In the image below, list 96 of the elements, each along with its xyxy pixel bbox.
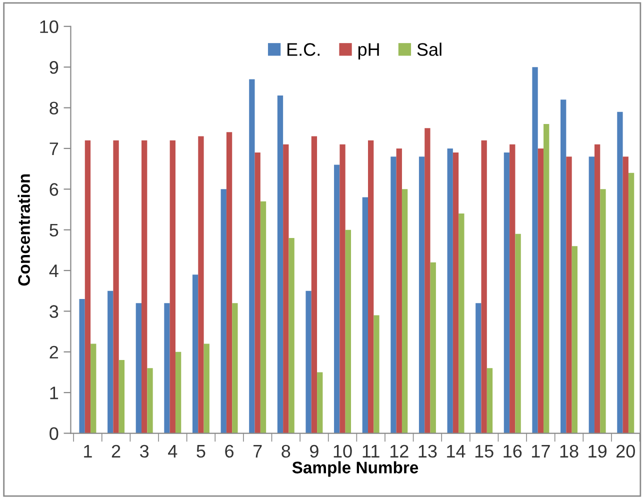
bar [481,140,487,434]
bar [396,148,402,434]
bar [510,144,516,434]
bar [486,368,493,434]
legend-label: Sal [417,42,442,56]
bar [311,136,318,434]
y-tick-label: 2 [50,346,58,358]
bar [198,136,204,434]
bar [628,172,634,434]
x-tick-label: 14 [447,445,466,458]
y-tick-label: 10 [40,20,58,34]
y-tick-label: 9 [50,61,58,74]
bar [362,197,368,434]
bar [84,140,91,434]
bar [260,201,266,434]
bar [566,156,572,434]
bar [254,152,260,434]
x-tick-label: 11 [362,445,380,458]
bar [390,156,396,434]
x-tick-label: 20 [616,444,635,458]
x-tick-label: 2 [112,444,120,458]
bar [334,164,340,434]
y-tick-label: 6 [50,183,58,196]
x-tick-label: 8 [282,444,290,458]
bar [249,79,255,434]
bar [175,352,182,434]
y-tick-label: 8 [50,102,58,114]
bar [113,140,119,434]
bar [147,368,153,434]
bar [430,262,436,434]
bar [79,298,85,434]
bar [288,238,294,434]
x-tick-label: 10 [334,444,352,458]
bar [458,214,464,434]
y-tick-label: 5 [50,224,58,237]
x-tick-label: 12 [390,444,408,458]
bar [136,303,142,434]
bar [544,124,550,434]
x-tick-label: 17 [532,445,550,458]
bar [164,303,170,434]
bar [452,152,459,434]
legend-label: pH [358,43,379,60]
x-tick-label: 4 [168,445,178,458]
bar [622,156,628,434]
x-tick-label: 13 [418,444,437,458]
bar [306,290,312,434]
x-tick-label: 9 [310,444,318,458]
bar [340,144,346,434]
x-tick-label: 5 [196,445,206,458]
x-tick-label: 19 [588,444,607,458]
bar [504,152,510,434]
x-tick-label: 1 [84,445,92,458]
bar [368,140,374,434]
bar [118,360,125,434]
y-axis-title: Concentration [18,174,30,286]
bar [108,290,114,434]
x-tick-label: 16 [504,444,522,458]
bar [476,303,482,434]
bar [418,156,425,434]
bar [402,189,408,434]
bar [90,344,96,434]
y-tick-label: 1 [50,386,58,400]
x-tick-label: 6 [225,444,234,458]
y-tick-label: 3 [50,305,58,318]
bar [447,148,453,434]
bar [424,128,430,434]
x-tick-label: 18 [560,444,578,458]
bar [374,315,380,434]
bar [277,96,284,434]
y-tick-label: 0 [50,427,58,440]
bar [142,140,148,434]
bar [515,234,521,434]
bar [560,100,566,434]
bar [345,230,352,434]
bar [532,67,538,434]
bar [192,274,198,434]
x-axis-title: Sample Numbre [292,461,418,477]
y-tick-label: 4 [49,264,58,278]
bar [226,132,232,434]
bar [317,372,323,434]
bar [204,344,210,434]
bar [617,112,623,434]
x-tick-label: 7 [253,445,262,458]
bar [588,156,594,434]
y-tick-label: 7 [50,142,58,155]
bar [538,148,544,434]
bar [594,144,600,434]
bar [232,303,238,434]
bar [600,189,606,434]
bar [170,140,176,434]
bar [220,189,226,434]
bar [572,246,578,434]
x-tick-label: 3 [140,444,149,458]
legend-label: E.C. [288,43,320,56]
bar [283,144,289,434]
x-tick-label: 15 [475,445,494,458]
